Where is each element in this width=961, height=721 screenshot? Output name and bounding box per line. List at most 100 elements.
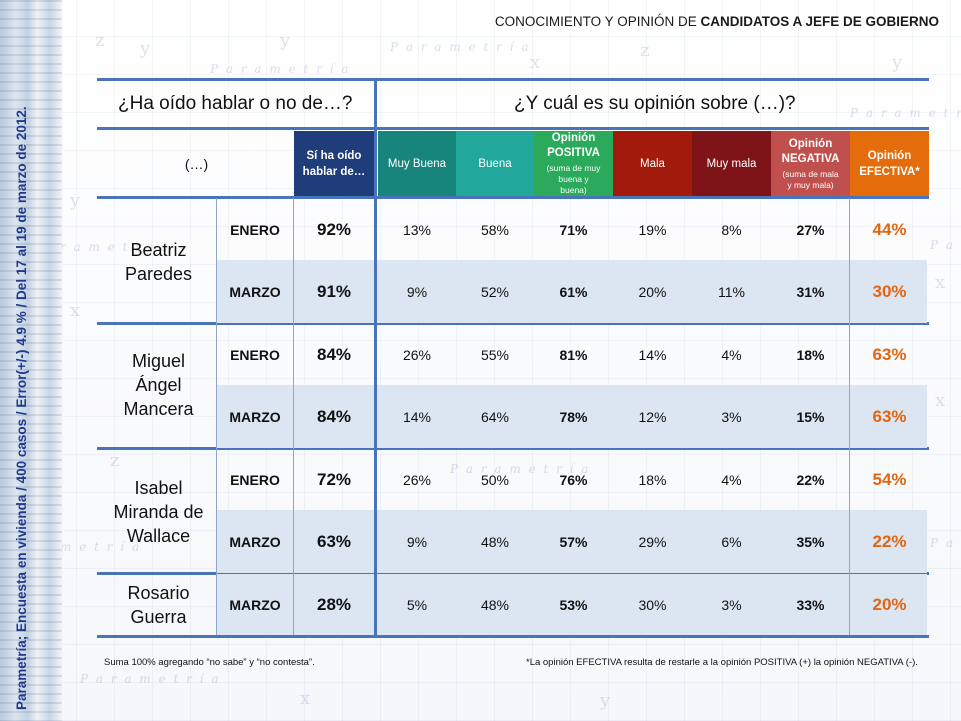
efectiva-value: 63% xyxy=(872,406,907,426)
rule-candidate-3 xyxy=(97,572,929,575)
rule-vertical-efectiva xyxy=(849,198,850,635)
positiva-value: 53% xyxy=(559,596,588,613)
buena-value: 64% xyxy=(480,408,510,425)
header-name-label: (…) xyxy=(184,155,209,172)
muy-mala-value: 4% xyxy=(721,471,742,488)
header-positiva: Opinión POSITIVA (suma de muy buena y bu… xyxy=(534,131,613,196)
month-label: MARZO xyxy=(229,408,281,425)
positiva-value: 76% xyxy=(559,471,588,488)
header-si-ha-oido: Sí ha oído hablar de… xyxy=(294,131,374,196)
header-muy-mala-label: Muy mala xyxy=(706,157,757,170)
header-name-column: (…) xyxy=(100,131,293,196)
rule-candidate-2 xyxy=(97,447,929,450)
heard-value: 92% xyxy=(316,219,352,239)
buena-value: 48% xyxy=(480,533,510,550)
efectiva-value: 44% xyxy=(872,219,907,239)
candidate-name: Isabel Miranda de Wallace xyxy=(113,478,204,546)
header-efectiva-label: Opinión EFECTIVA* xyxy=(859,149,920,178)
title-bold: CANDIDATOS A JEFE DE GOBIERNO xyxy=(700,14,939,29)
header-muy-buena-label: Muy Buena xyxy=(387,157,447,170)
muy-buena-value: 9% xyxy=(406,533,428,550)
row-shade-2 xyxy=(217,385,927,448)
muy-buena-value: 9% xyxy=(406,283,428,300)
candidate-name: Miguel Ángel Mancera xyxy=(123,351,194,419)
month-label: MARZO xyxy=(229,596,281,613)
header-negativa-note: (suma de mala y muy mala) xyxy=(782,168,839,190)
decorative-tree-strip xyxy=(0,0,62,721)
mala-value: 12% xyxy=(638,408,667,425)
header-positiva-note: (suma de muy buena y buena) xyxy=(546,163,601,195)
header-negativa-title: Opinión NEGATIVA xyxy=(781,137,840,165)
buena-value: 55% xyxy=(480,346,510,363)
negativa-value: 22% xyxy=(796,471,825,488)
row-shade-4 xyxy=(217,574,927,635)
rule-vertical-name xyxy=(216,198,217,635)
header-buena: Buena xyxy=(456,131,534,196)
header-efectiva: Opinión EFECTIVA* xyxy=(850,131,929,196)
header-negativa: Opinión NEGATIVA (suma de mala y muy mal… xyxy=(771,131,850,196)
title-prefix: CONOCIMIENTO Y OPINIÓN DE xyxy=(494,14,701,29)
header-positiva-title: Opinión POSITIVA xyxy=(547,132,600,159)
buena-value: 58% xyxy=(480,221,510,238)
month-label: ENERO xyxy=(230,471,280,488)
efectiva-value: 22% xyxy=(872,531,907,551)
buena-value: 50% xyxy=(480,471,510,488)
positiva-value: 81% xyxy=(559,346,588,363)
header-mala: Mala xyxy=(613,131,692,196)
mala-value: 19% xyxy=(638,221,667,238)
survey-methodology-note: Parametría; Encuesta en vivienda / 400 c… xyxy=(14,106,29,710)
muy-buena-value: 14% xyxy=(402,408,432,425)
page-title: CONOCIMIENTO Y OPINIÓN DE CANDIDATOS A J… xyxy=(495,14,939,29)
muy-mala-value: 11% xyxy=(718,283,745,300)
mala-value: 30% xyxy=(638,596,667,613)
muy-mala-value: 8% xyxy=(721,221,742,238)
heard-value: 63% xyxy=(316,531,352,551)
header-muy-mala: Muy mala xyxy=(692,131,771,196)
heard-value: 84% xyxy=(316,406,352,426)
heard-value: 72% xyxy=(316,469,352,489)
efectiva-value: 54% xyxy=(872,469,907,489)
month-label: ENERO xyxy=(230,221,280,238)
heard-value: 28% xyxy=(316,594,352,614)
rule-top xyxy=(97,78,929,81)
heard-value: 91% xyxy=(316,281,352,301)
question-heard: ¿Ha oído hablar o no de…? xyxy=(118,93,353,114)
positiva-value: 78% xyxy=(559,408,588,425)
heard-value: 84% xyxy=(316,344,352,364)
positiva-value: 57% xyxy=(559,533,588,550)
negativa-value: 15% xyxy=(796,408,825,425)
negativa-value: 31% xyxy=(796,283,825,300)
row-shade-3 xyxy=(217,510,927,573)
efectiva-value: 63% xyxy=(872,344,907,364)
rule-candidate-1 xyxy=(97,322,929,325)
positiva-value: 61% xyxy=(559,283,588,300)
footnote-efectiva: *La opinión EFECTIVA resulta de restarle… xyxy=(526,657,918,668)
month-label: MARZO xyxy=(229,283,281,300)
row-shade-1 xyxy=(217,260,927,323)
header-mala-label: Mala xyxy=(640,157,665,170)
candidate-name: Rosario Guerra xyxy=(127,582,190,627)
header-muy-buena: Muy Buena xyxy=(378,131,456,196)
muy-mala-value: 3% xyxy=(721,408,742,425)
header-si-ha-oido-label: Sí ha oído hablar de… xyxy=(302,149,366,178)
muy-mala-value: 4% xyxy=(721,346,742,363)
rule-vertical-mes xyxy=(293,198,294,635)
mala-value: 14% xyxy=(638,346,667,363)
buena-value: 48% xyxy=(480,596,510,613)
footnote-suma: Suma 100% agregando “no sabe” y “no cont… xyxy=(104,657,315,668)
rule-header-bottom xyxy=(97,196,929,199)
rule-vertical-main xyxy=(374,78,377,635)
positiva-value: 71% xyxy=(559,221,588,238)
mala-value: 20% xyxy=(638,283,667,300)
muy-buena-value: 5% xyxy=(406,596,428,613)
negativa-value: 35% xyxy=(796,533,825,550)
negativa-value: 27% xyxy=(796,221,825,238)
rule-bottom xyxy=(97,635,929,638)
negativa-value: 33% xyxy=(796,596,825,613)
muy-buena-value: 26% xyxy=(402,346,432,363)
muy-buena-value: 13% xyxy=(402,221,432,238)
header-buena-label: Buena xyxy=(478,157,512,170)
muy-mala-value: 6% xyxy=(721,533,742,550)
buena-value: 52% xyxy=(480,283,510,300)
muy-buena-value: 26% xyxy=(402,471,432,488)
